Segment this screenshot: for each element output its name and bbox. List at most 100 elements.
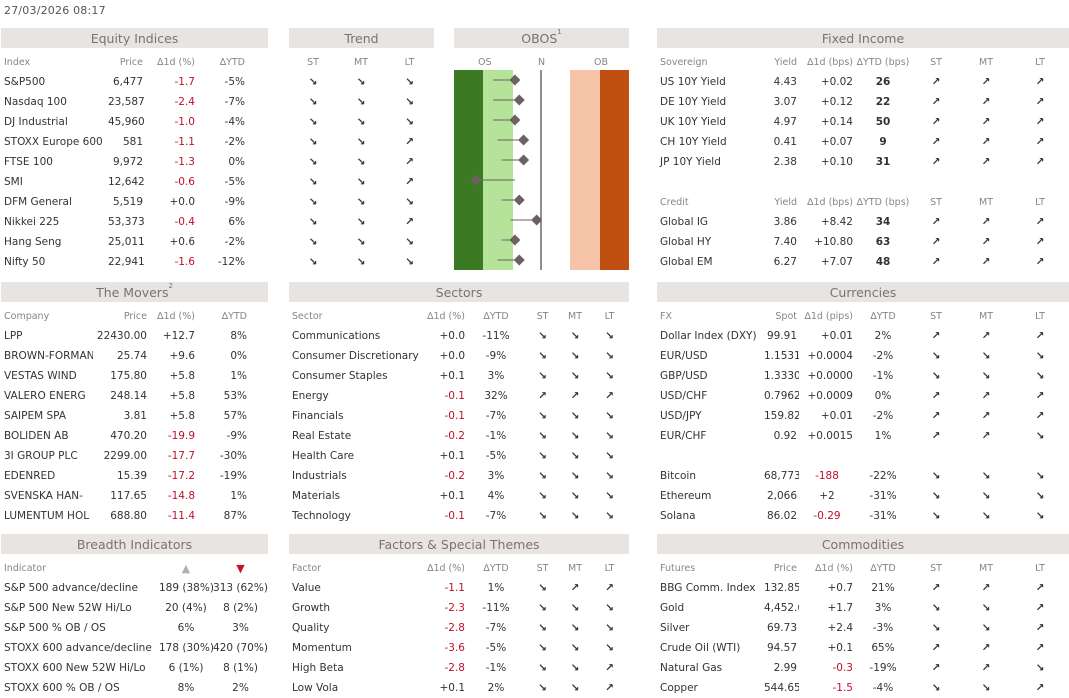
index-change-ytd: -7% [224, 96, 245, 108]
arrow-down-right-icon: ↘ [356, 236, 366, 248]
row-name: Energy [292, 390, 329, 402]
row-name: JP 10Y Yield [660, 156, 721, 168]
obos-chart: OS N OB [454, 52, 629, 272]
obos-marker-diamond [513, 254, 525, 266]
arrow-up-right-icon: ↗ [1035, 156, 1045, 168]
index-name: Nifty 50 [4, 256, 46, 268]
arrow-down-right-icon: ↘ [308, 136, 318, 148]
table-row: LPP 22430.00 +12.7 8% [1, 326, 268, 346]
crypto-change-ytd: -31% [869, 490, 897, 502]
commodity-name: Copper [660, 682, 698, 694]
company-name: VESTAS WIND [4, 370, 77, 382]
index-change-ytd: -9% [224, 196, 245, 208]
row-change-1d: -0.2 [444, 470, 466, 482]
indicator-advance: 178 (30%) [159, 642, 213, 654]
row-name: Consumer Discretionary [292, 350, 419, 362]
arrow-up-right-icon: ↗ [931, 236, 941, 248]
company-name: BROWN-FORMAN [4, 350, 93, 362]
company-price: 22430.00 [96, 330, 147, 342]
company-name: VALERO ENERG [4, 390, 86, 402]
arrow-down-right-icon: ↘ [356, 176, 366, 188]
column-header: FX [660, 310, 672, 322]
arrow-up-right-icon: ↗ [981, 76, 991, 88]
column-header-row: Sovereign Yield ∆1d (bps) ∆YTD (bps) ST MT LT [657, 52, 1069, 72]
row-name: Global EM [660, 256, 713, 268]
fx-spot: 0.92 [773, 430, 797, 442]
table-row: DE 10Y Yield 3.07 +0.12 22 ↗ ↗ ↗ [657, 92, 1069, 112]
arrow-up-right-icon: ↗ [605, 662, 614, 674]
column-header-row: Credit Yield ∆1d (bps) ∆YTD (bps) ST MT LT [657, 192, 1069, 212]
column-header: Sovereign [660, 56, 708, 68]
commodity-price: 69.73 [766, 622, 797, 634]
arrow-up-right-icon: ↗ [1035, 410, 1045, 422]
arrow-up-right-icon: ↗ [981, 96, 991, 108]
arrow-up-right-icon: ↗ [1035, 582, 1045, 594]
breadth-table: Indicator ▲ ▼ S&P 500 advance/decline 189 (3… [1, 558, 268, 698]
table-row: STOXX Europe 600 581 -1.1 -2% [1, 132, 268, 152]
arrow-down-right-icon: ↘ [981, 622, 991, 634]
index-price: 12,642 [108, 176, 145, 188]
company-name: 3I GROUP PLC [4, 450, 78, 462]
table-row: High Beta -2.8 -1% ↘ ↘ ↗ [289, 658, 629, 678]
column-header: ∆YTD [870, 310, 896, 322]
company-change-1d: -17.7 [167, 450, 195, 462]
row-change-1d: +0.12 [820, 96, 853, 108]
column-header: ST [307, 56, 319, 68]
arrow-down-right-icon: ↘ [605, 490, 614, 502]
row-change-ytd: -9% [485, 350, 507, 362]
column-header-row: Sector ∆1d (%) ∆YTD ST MT LT [289, 306, 629, 326]
row-value: 2.38 [773, 156, 797, 168]
arrow-down-right-icon: ↘ [1035, 370, 1045, 382]
column-header-row: ST MT LT [289, 52, 434, 72]
index-change-1d: -1.7 [174, 76, 196, 88]
row-value: 4.43 [773, 76, 797, 88]
arrow-up-right-icon: ↗ [931, 390, 941, 402]
arrow-up-right-icon: ↗ [1035, 96, 1045, 108]
indicator-decline: 3% [232, 622, 249, 634]
company-price: 117.65 [110, 490, 147, 502]
column-header-row: Futures Price ∆1d (%) ∆YTD ST MT LT [657, 558, 1069, 578]
company-change-ytd: 57% [223, 410, 247, 422]
table-row: S&P 500 % OB / OS 6% 3% [1, 618, 268, 638]
obos-marker-diamond [518, 154, 530, 166]
obos-marker-diamond [470, 174, 482, 186]
commodities-header: Commodities [657, 534, 1069, 554]
arrow-down-right-icon: ↘ [570, 510, 580, 522]
arrow-down-right-icon: ↘ [931, 470, 941, 482]
row-value: 3.07 [773, 96, 797, 108]
arrow-down-right-icon: ↘ [570, 642, 580, 654]
arrow-up-right-icon: ↗ [405, 156, 414, 168]
fx-spot: 159.82 [764, 410, 799, 422]
column-header: LT [1035, 562, 1045, 574]
factors-header: Factors & Special Themes [289, 534, 629, 554]
spacer [247, 152, 268, 172]
table-row: S&P500 6,477 -1.7 -5% [1, 72, 268, 92]
commodities-table: Futures Price ∆1d (%) ∆YTD ST MT LT BBG Comm. I… [657, 558, 1069, 698]
arrow-down-right-icon: ↘ [356, 136, 366, 148]
arrow-down-right-icon: ↘ [538, 602, 547, 614]
row-change-1d: -0.2 [444, 430, 466, 442]
table-row: UK 10Y Yield 4.97 +0.14 50 ↗ ↗ ↗ [657, 112, 1069, 132]
obos-marker-diamond [509, 234, 521, 246]
column-header: ∆YTD [483, 562, 509, 574]
arrow-up-right-icon: ↗ [981, 642, 991, 654]
company-name: SAIPEM SPA [4, 410, 67, 422]
row-change-1d: -0.1 [444, 410, 466, 422]
arrow-down-right-icon: ↘ [570, 450, 580, 462]
index-name: STOXX Europe 600 [4, 136, 103, 148]
arrow-up-right-icon: ↗ [931, 582, 941, 594]
index-price: 25,011 [108, 236, 145, 248]
fx-change-1d: +0.0004 [807, 350, 853, 362]
index-change-ytd: -5% [224, 76, 245, 88]
index-change-ytd: 0% [228, 156, 245, 168]
arrow-up-right-icon: ↗ [1035, 622, 1045, 634]
arrow-down-right-icon: ↘ [356, 156, 366, 168]
table-row: Ethereum 2,066 +2 -31% ↘ ↘ ↘ [657, 486, 1069, 506]
crypto-spot: 68,773 [764, 470, 799, 482]
arrow-down-right-icon: ↘ [605, 642, 614, 654]
arrow-down-right-icon: ↘ [538, 682, 547, 694]
index-price: 23,587 [108, 96, 145, 108]
fx-change-1d: +0.01 [820, 330, 853, 342]
indicator-decline: 8 (1%) [223, 662, 258, 674]
table-row: DJ Industrial 45,960 -1.0 -4% [1, 112, 268, 132]
